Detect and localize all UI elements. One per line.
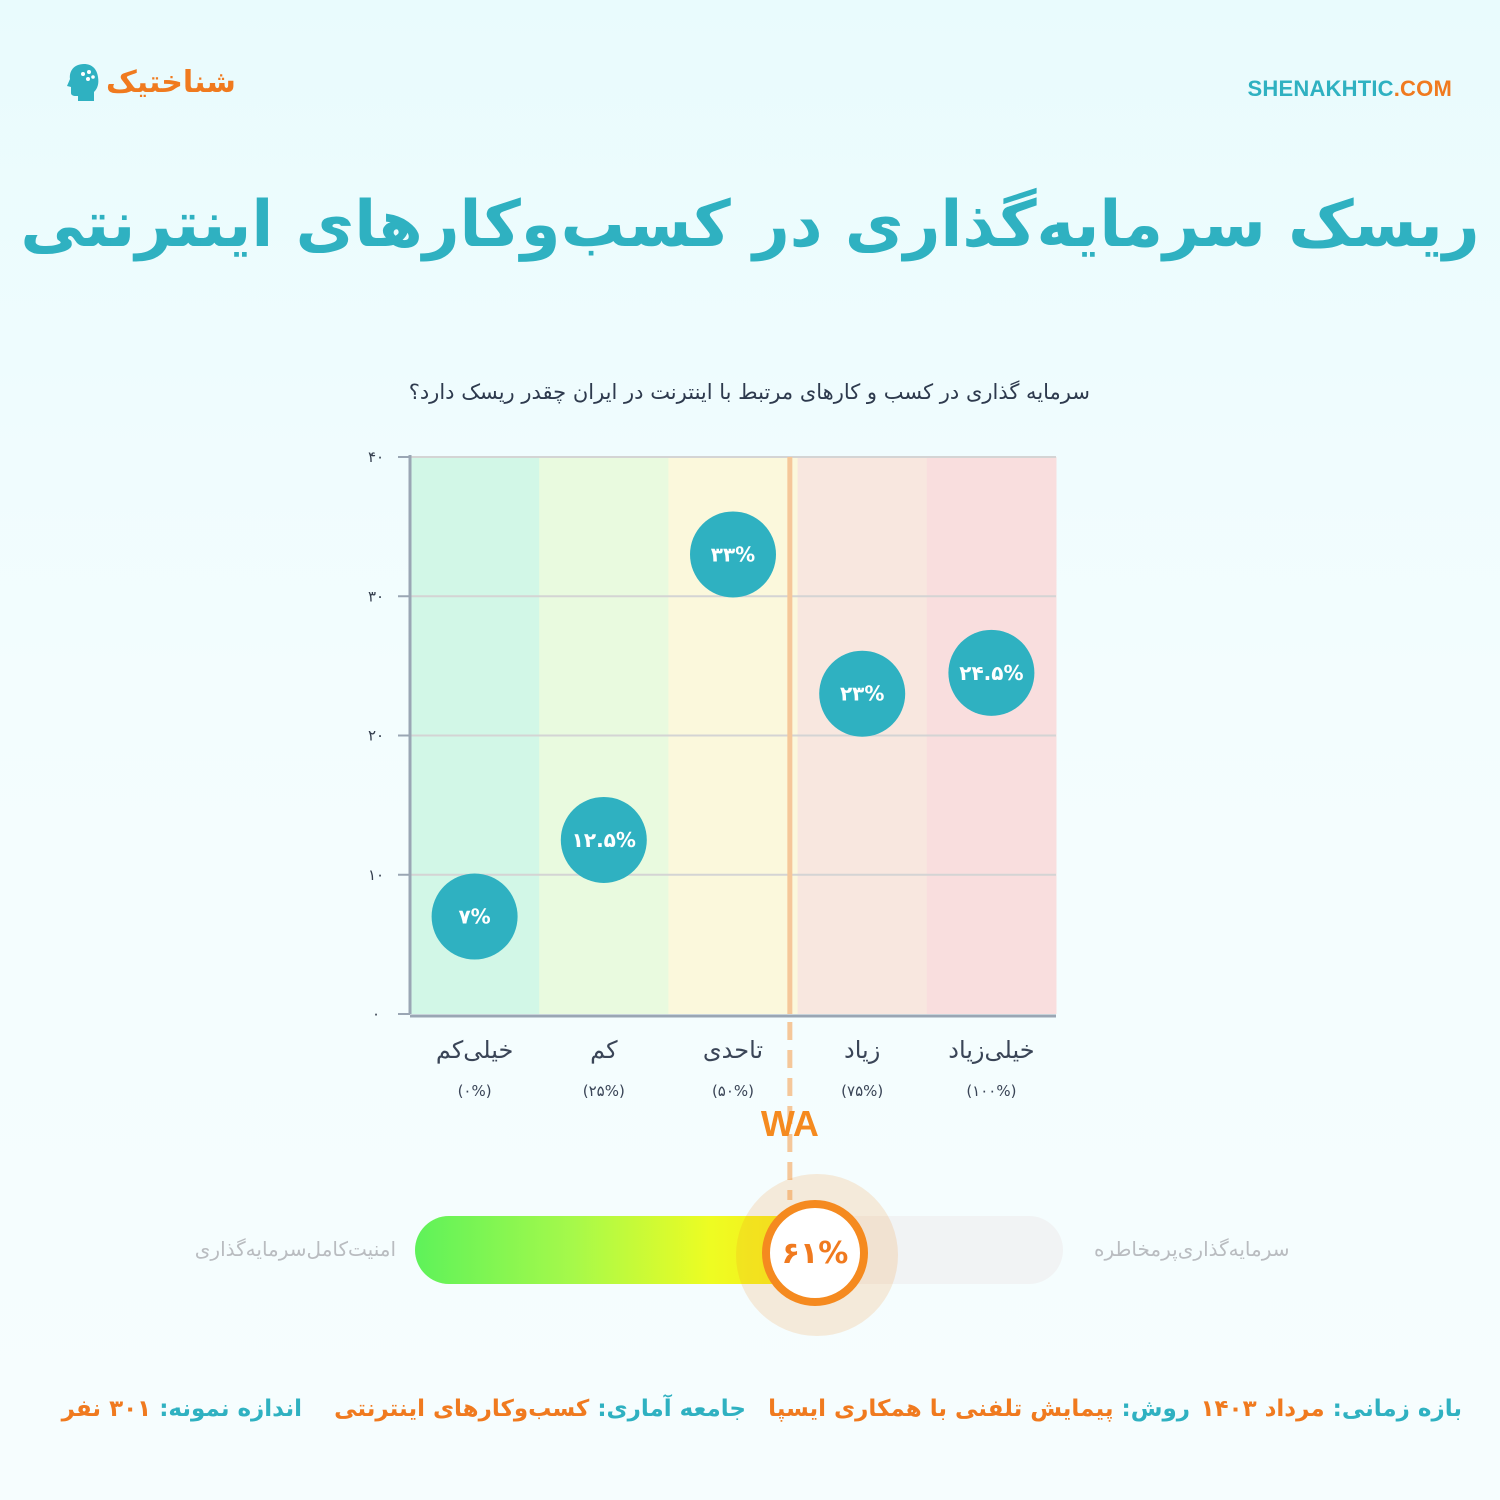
x-category-sublabel: (۱۰۰%) bbox=[966, 1082, 1016, 1100]
footer-period: بازه زمانی: مرداد ۱۴۰۳ bbox=[1200, 1396, 1462, 1422]
footer-population-value: کسب‌وکارهای اینترنتی bbox=[334, 1396, 590, 1422]
footer-period-key: بازه زمانی: bbox=[1332, 1396, 1462, 1422]
site-url: SHENAKHTIC.COM bbox=[1248, 76, 1452, 102]
x-category-sublabel: (۵۰%) bbox=[712, 1082, 754, 1100]
x-category-sublabel: (۰%) bbox=[458, 1082, 492, 1100]
head-silhouette-icon bbox=[67, 64, 99, 101]
page-title: ریسک سرمایه‌گذاری در کسب‌وکارهای اینترنت… bbox=[20, 188, 1480, 262]
footer-method: روش: پیمایش تلفنی با همکاری ایسپا bbox=[768, 1396, 1190, 1422]
footer-method-value: پیمایش تلفنی با همکاری ایسپا bbox=[768, 1396, 1114, 1422]
data-point bbox=[560, 796, 647, 883]
wa-label: WA bbox=[761, 1103, 819, 1144]
gauge-fill bbox=[415, 1216, 810, 1284]
site-tld: .COM bbox=[1393, 76, 1452, 101]
data-point bbox=[819, 650, 906, 737]
data-label: ۳۳% bbox=[711, 542, 755, 566]
x-category-label: کم bbox=[590, 1036, 618, 1064]
x-category-label: تاحدی bbox=[703, 1036, 763, 1064]
footer-population-key: جامعه آماری: bbox=[597, 1396, 746, 1422]
gauge-left-label: امنیت‌کامل‌سرمایه‌گذاری bbox=[194, 1237, 396, 1261]
footer-sample-key: اندازه نمونه: bbox=[159, 1396, 302, 1422]
data-point bbox=[948, 629, 1035, 716]
y-tick-label: ۰ bbox=[372, 1005, 380, 1023]
footer-population: جامعه آماری: کسب‌وکارهای اینترنتی bbox=[334, 1396, 746, 1422]
y-tick-label: ۱۰ bbox=[368, 866, 384, 884]
data-label: ۲۴.۵% bbox=[959, 661, 1023, 685]
data-label: ۱۲.۵% bbox=[572, 828, 636, 852]
footer-sample-value: ۳۰۱ نفر bbox=[61, 1396, 152, 1422]
chart-question: سرمایه گذاری در کسب و کارهای مرتبط با ای… bbox=[408, 380, 1090, 404]
gauge-value: ۶۱% bbox=[781, 1235, 849, 1271]
x-category-sublabel: (۲۵%) bbox=[583, 1082, 625, 1100]
x-category-sublabel: (۷۵%) bbox=[841, 1082, 883, 1100]
x-category-label: خیلی‌زیاد bbox=[948, 1036, 1034, 1064]
gauge-right-label: سرمایه‌گذاری‌پرمخاطره bbox=[1094, 1237, 1290, 1261]
site-name: SHENAKHTIC bbox=[1247, 76, 1394, 101]
data-label: ۲۳% bbox=[840, 682, 884, 706]
x-category-label: خیلی‌کم bbox=[436, 1036, 513, 1064]
logo-text: شناختیک bbox=[106, 64, 236, 100]
gauge-knob: ۶۱% bbox=[762, 1200, 868, 1306]
footer-sample: اندازه نمونه: ۳۰۱ نفر bbox=[62, 1396, 302, 1422]
data-label: ۷% bbox=[458, 905, 490, 929]
brand-logo: شناختیک bbox=[66, 62, 236, 102]
footer-period-value: مرداد ۱۴۰۳ bbox=[1200, 1396, 1325, 1422]
data-point bbox=[431, 873, 518, 960]
y-tick-label: ۳۰ bbox=[368, 587, 384, 605]
data-point bbox=[690, 511, 776, 598]
x-category-label: زیاد bbox=[844, 1036, 880, 1064]
footer-method-key: روش: bbox=[1121, 1396, 1190, 1422]
y-tick-label: ۲۰ bbox=[368, 727, 384, 745]
y-tick-label: ۴۰ bbox=[368, 448, 384, 466]
